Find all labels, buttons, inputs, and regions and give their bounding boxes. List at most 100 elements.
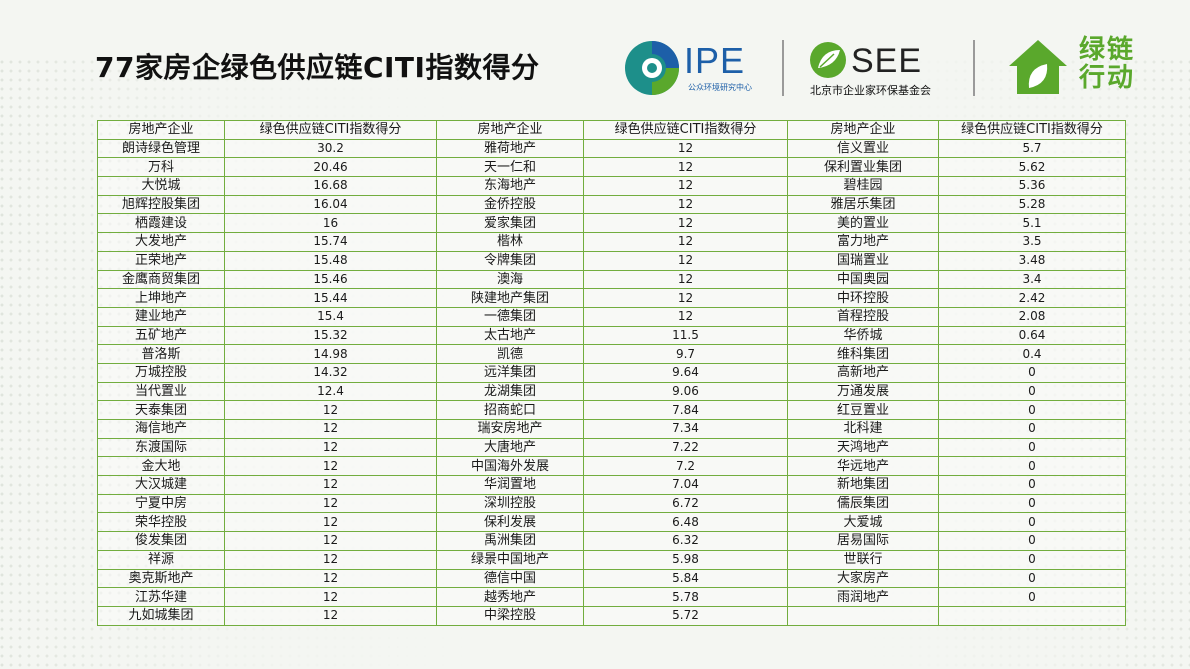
company-cell: 朗诗绿色管理	[97, 138, 225, 159]
company-cell: 瑞安房地产	[436, 419, 584, 439]
score-cell: 3.5	[938, 232, 1126, 252]
company-cell: 首程控股	[787, 306, 939, 327]
ipe-logo: IPE 公众环境研究中心	[622, 38, 772, 98]
ipe-swirl-icon	[625, 41, 679, 95]
score-cell: 12	[583, 157, 788, 178]
score-cell: 12	[224, 568, 437, 589]
score-cell: 9.64	[583, 362, 788, 383]
score-cell: 0	[938, 493, 1126, 514]
score-cell: 6.72	[583, 493, 788, 514]
score-cell: 11.5	[583, 325, 788, 346]
company-cell: 九如城集团	[97, 605, 225, 626]
score-cell: 7.2	[583, 456, 788, 477]
header-company: 房地产企业	[787, 120, 939, 140]
score-cell: 14.32	[224, 362, 437, 383]
company-cell: 美的置业	[787, 213, 939, 234]
company-cell: 世联行	[787, 549, 939, 570]
company-cell: 陕建地产集团	[436, 288, 584, 308]
company-cell: 龙湖集团	[436, 381, 584, 402]
table-row: 九如城集团 12 中梁控股 5.72	[97, 605, 1126, 626]
table-row: 朗诗绿色管理 30.2 雅荷地产 12 信义置业 5.7	[97, 138, 1126, 159]
table-row: 祥源 12 绿景中国地产 5.98 世联行 0	[97, 549, 1126, 570]
table-row: 东渡国际 12 大唐地产 7.22 天鸿地产 0	[97, 437, 1126, 458]
score-cell: 16	[224, 213, 437, 234]
company-cell: 富力地产	[787, 232, 939, 252]
score-cell: 5.78	[583, 587, 788, 607]
page-title: 77家房企绿色供应链CITI指数得分	[95, 51, 540, 84]
logo-divider	[973, 40, 975, 96]
company-cell: 凯德	[436, 344, 584, 364]
company-cell: 祥源	[97, 549, 225, 570]
table-row: 海信地产 12 瑞安房地产 7.34 北科建 0	[97, 419, 1126, 439]
score-cell: 12	[583, 232, 788, 252]
score-cell: 12	[224, 587, 437, 607]
company-cell: 万通发展	[787, 381, 939, 402]
company-cell: 普洛斯	[97, 344, 225, 364]
score-cell: 12	[583, 213, 788, 234]
score-cell: 9.7	[583, 344, 788, 364]
score-cell: 7.84	[583, 400, 788, 420]
company-cell: 招商蛇口	[436, 400, 584, 420]
score-cell: 5.98	[583, 549, 788, 570]
table-row: 大悦城 16.68 东海地产 12 碧桂园 5.36	[97, 176, 1126, 196]
table-row: 天泰集团 12 招商蛇口 7.84 红豆置业 0	[97, 400, 1126, 420]
company-cell: 天鸿地产	[787, 437, 939, 458]
company-cell: 中国海外发展	[436, 456, 584, 477]
score-cell: 0	[938, 512, 1126, 533]
score-cell: 14.98	[224, 344, 437, 364]
score-cell: 12	[583, 194, 788, 215]
score-cell: 5.7	[938, 138, 1126, 159]
table-row: 普洛斯 14.98 凯德 9.7 维科集团 0.4	[97, 344, 1126, 364]
score-cell: 12	[224, 531, 437, 551]
score-cell: 0	[938, 381, 1126, 402]
score-cell: 5.84	[583, 568, 788, 589]
score-cell: 0	[938, 419, 1126, 439]
score-cell: 12	[583, 288, 788, 308]
company-cell: 一德集团	[436, 306, 584, 327]
company-cell: 天一仁和	[436, 157, 584, 178]
score-cell: 7.34	[583, 419, 788, 439]
company-cell: 旭辉控股集团	[97, 194, 225, 215]
score-cell: 12	[583, 269, 788, 290]
score-cell: 15.74	[224, 232, 437, 252]
header-company: 房地产企业	[436, 120, 584, 140]
company-cell: 正荣地产	[97, 250, 225, 271]
score-cell: 5.36	[938, 176, 1126, 196]
score-cell: 20.46	[224, 157, 437, 178]
company-cell: 宁夏中房	[97, 493, 225, 514]
score-cell: 7.22	[583, 437, 788, 458]
score-cell: 16.68	[224, 176, 437, 196]
company-cell: 新地集团	[787, 475, 939, 495]
company-cell: 越秀地产	[436, 587, 584, 607]
company-cell	[787, 605, 939, 626]
company-cell: 国瑞置业	[787, 250, 939, 271]
score-cell: 12	[583, 250, 788, 271]
company-cell: 深圳控股	[436, 493, 584, 514]
see-logo: SEE 北京市企业家环保基金会	[806, 38, 956, 98]
score-cell: 12	[224, 419, 437, 439]
company-cell: 华侨城	[787, 325, 939, 346]
score-cell: 30.2	[224, 138, 437, 159]
company-cell: 澳海	[436, 269, 584, 290]
company-cell: 东海地产	[436, 176, 584, 196]
header-score: 绿色供应链CITI指数得分	[583, 120, 788, 140]
score-cell: 0	[938, 437, 1126, 458]
score-cell: 6.32	[583, 531, 788, 551]
company-cell: 江苏华建	[97, 587, 225, 607]
company-cell: 信义置业	[787, 138, 939, 159]
score-cell: 15.44	[224, 288, 437, 308]
company-cell: 德信中国	[436, 568, 584, 589]
company-cell: 高新地产	[787, 362, 939, 383]
company-cell: 金大地	[97, 456, 225, 477]
company-cell: 东渡国际	[97, 437, 225, 458]
score-cell: 2.42	[938, 288, 1126, 308]
table-row: 荣华控股 12 保利发展 6.48 大爱城 0	[97, 512, 1126, 533]
table-row: 栖霞建设 16 爱家集团 12 美的置业 5.1	[97, 213, 1126, 234]
score-cell: 12	[583, 306, 788, 327]
company-cell: 荣华控股	[97, 512, 225, 533]
table-row: 万科 20.46 天一仁和 12 保利置业集团 5.62	[97, 157, 1126, 178]
score-cell: 15.46	[224, 269, 437, 290]
company-cell: 保利置业集团	[787, 157, 939, 178]
score-cell: 0	[938, 456, 1126, 477]
company-cell: 华润置地	[436, 475, 584, 495]
